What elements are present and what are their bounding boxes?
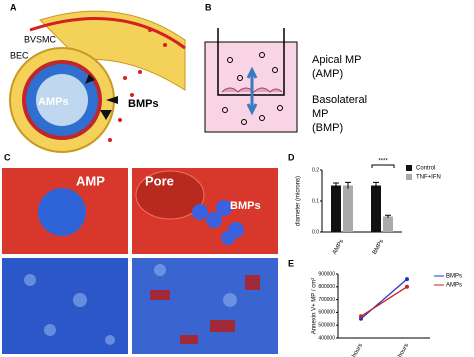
legend-label: AMPs xyxy=(446,283,462,289)
legend-swatch xyxy=(406,165,412,171)
y-tick-label: 0.2 xyxy=(312,167,319,173)
y-tick-label: 500000 xyxy=(318,323,335,329)
point xyxy=(405,284,409,289)
label: (BMP) xyxy=(312,122,343,134)
y-tick-label: 0.1 xyxy=(312,198,319,204)
y-axis-label: Annexin V+ MP / cm² xyxy=(312,278,318,334)
panel-label: A xyxy=(10,2,17,12)
label: AMPs xyxy=(38,96,69,108)
error-bar xyxy=(345,181,351,189)
error-bar xyxy=(373,181,379,189)
label: (AMP) xyxy=(312,68,343,80)
label: Basolateral xyxy=(312,94,367,106)
panel-label: B xyxy=(205,2,212,12)
bar xyxy=(343,185,353,232)
x-tick-label: 24 hours xyxy=(347,343,364,357)
error-bar xyxy=(385,214,391,218)
label: BEC xyxy=(10,50,29,60)
bar xyxy=(371,185,381,232)
error-bar xyxy=(333,182,339,188)
bar xyxy=(383,216,393,232)
vessel-diagram xyxy=(9,10,186,153)
legend-swatch xyxy=(406,174,412,180)
micrographs xyxy=(2,168,278,354)
y-tick-label: 400000 xyxy=(318,335,335,341)
y-axis-label: diameter (microns) xyxy=(296,176,302,226)
point xyxy=(405,277,409,282)
legend-label: BMPs xyxy=(446,274,462,280)
legend-label: Control xyxy=(416,166,435,172)
label: Pore xyxy=(145,173,174,188)
point xyxy=(359,314,363,319)
panel-label: C xyxy=(4,152,11,162)
label: BMPs xyxy=(230,200,261,212)
x-tick-label: AMPs xyxy=(332,239,345,256)
y-tick-label: 600000 xyxy=(318,310,335,316)
label: BVSMC xyxy=(24,34,57,44)
legend-label: TNF+IFN xyxy=(416,175,441,181)
transwell-diagram xyxy=(204,28,298,133)
y-tick-label: 800000 xyxy=(318,284,335,290)
significance-bracket xyxy=(371,164,395,168)
bar xyxy=(331,185,341,232)
annotation: **** xyxy=(378,159,388,165)
y-tick-label: 900000 xyxy=(318,271,335,277)
panel-label: E xyxy=(288,258,294,268)
x-tick-label: 48 hours xyxy=(393,343,410,357)
label: AMP xyxy=(76,173,105,188)
y-tick-label: 0.0 xyxy=(312,229,319,235)
line xyxy=(360,286,408,317)
y-tick-label: 700000 xyxy=(318,297,335,303)
label: MP xyxy=(312,108,329,120)
line xyxy=(360,278,408,320)
label: BMPs xyxy=(128,98,159,110)
label: Apical MP xyxy=(312,54,362,66)
panel-label: D xyxy=(288,152,295,162)
x-tick-label: BMPs xyxy=(372,239,385,256)
